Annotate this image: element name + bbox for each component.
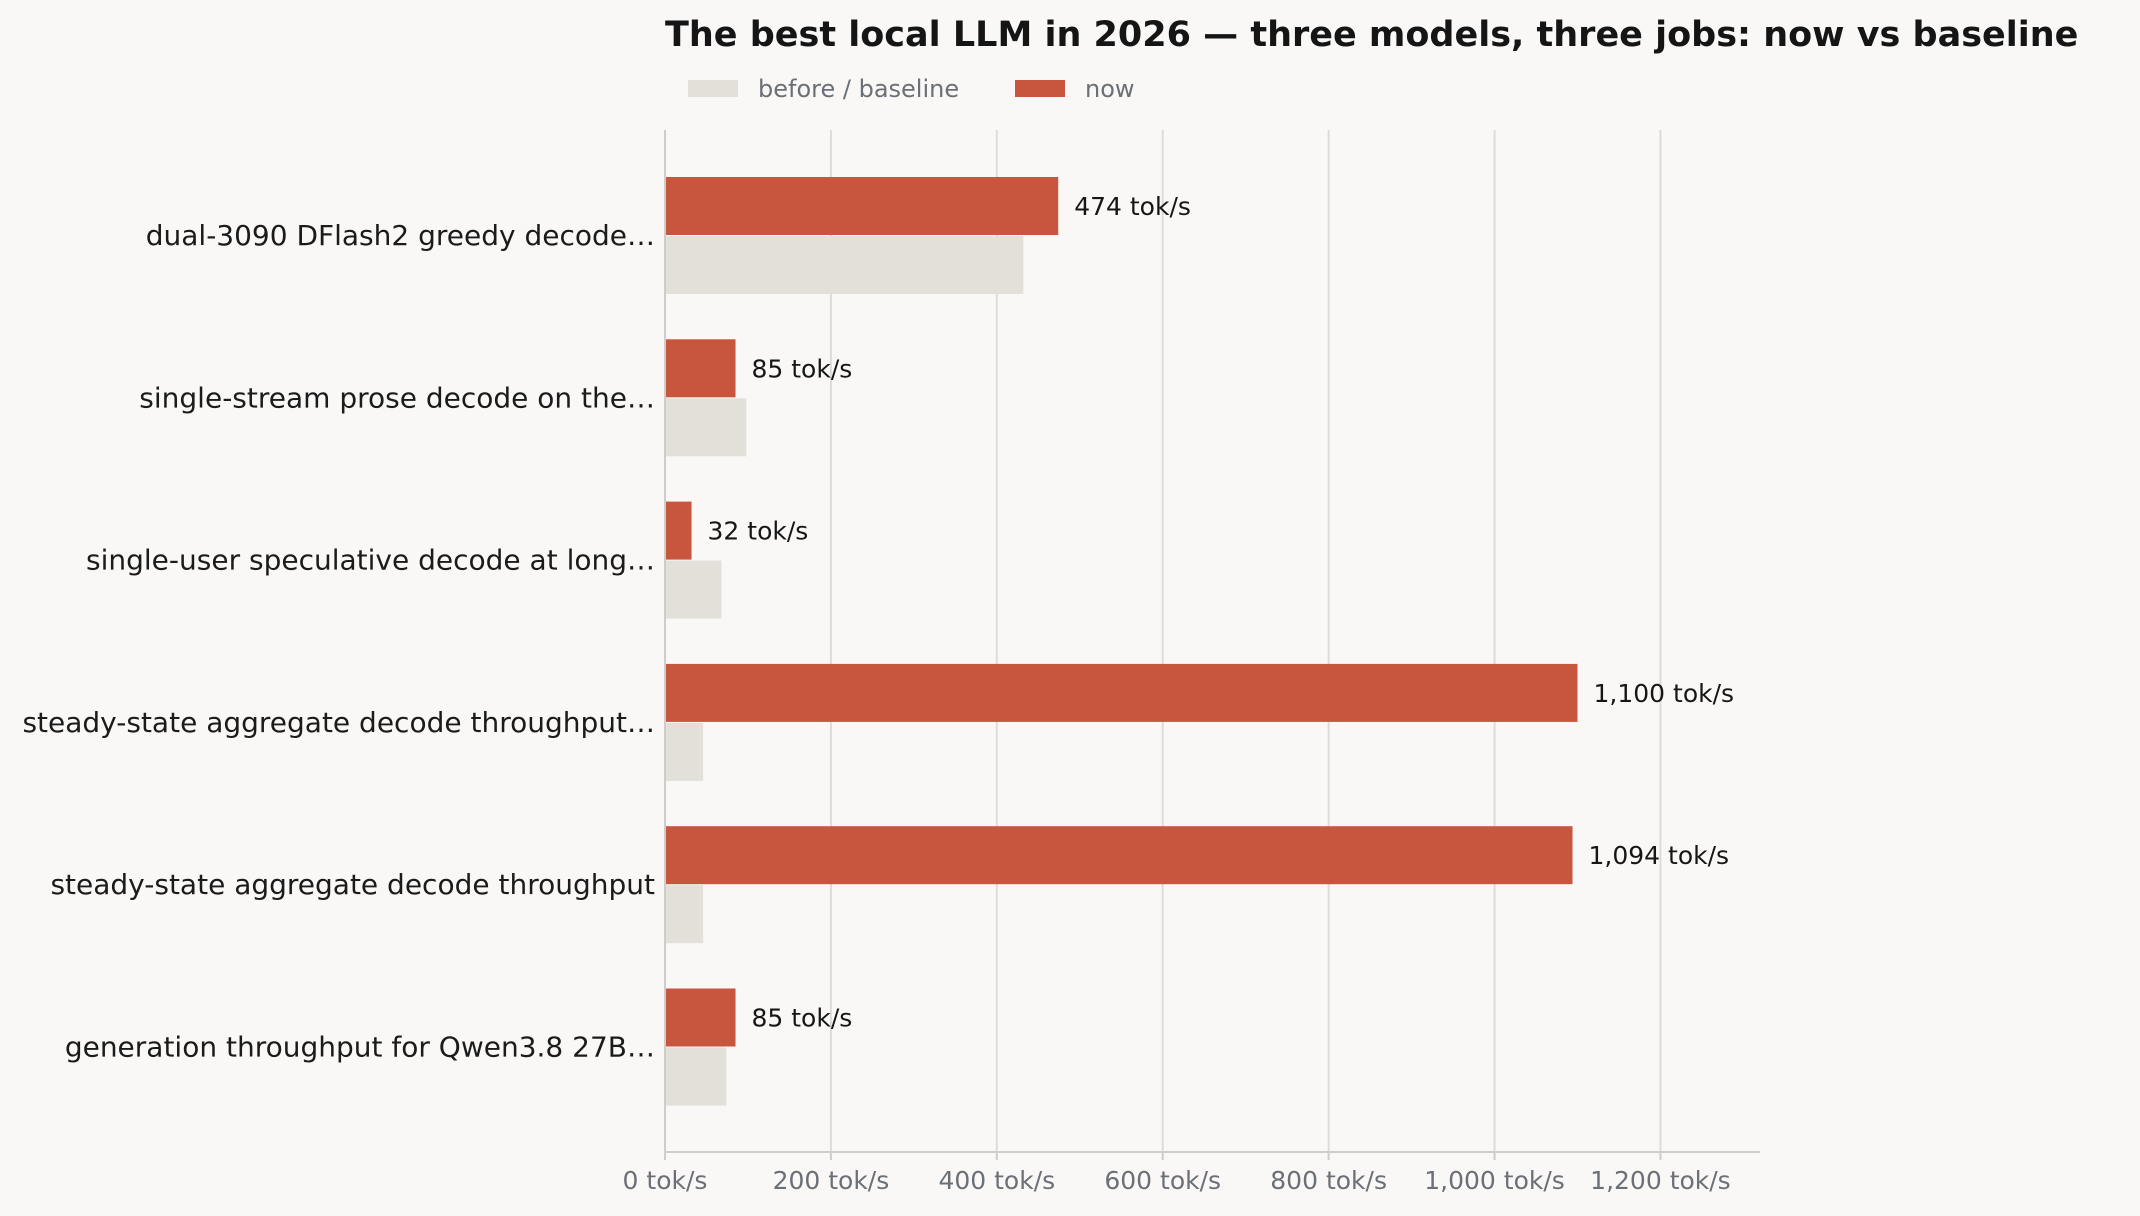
category-label: single-user speculative decode at long…	[86, 544, 655, 577]
value-label: 85 tok/s	[752, 354, 853, 383]
x-tick-label: 0 tok/s	[623, 1166, 708, 1195]
category-label: generation throughput for Qwen3.8 27B…	[65, 1031, 655, 1064]
x-tick-label: 1,200 tok/s	[1590, 1166, 1731, 1195]
x-tick-label: 600 tok/s	[1104, 1166, 1221, 1195]
x-tick-label: 200 tok/s	[773, 1166, 890, 1195]
bar-now	[665, 663, 1578, 722]
category-label: single-stream prose decode on the…	[139, 381, 655, 414]
legend-swatch-baseline	[688, 80, 738, 97]
legend: before / baseline now	[688, 75, 1135, 103]
bar-baseline	[665, 560, 722, 619]
category-label: steady-state aggregate decode throughput…	[22, 706, 655, 739]
bar-now	[665, 988, 736, 1047]
x-tick-label: 800 tok/s	[1270, 1166, 1387, 1195]
legend-label-now: now	[1085, 75, 1135, 103]
category-label: steady-state aggregate decode throughput	[50, 868, 655, 901]
bar-baseline	[665, 722, 704, 781]
legend-label-baseline: before / baseline	[758, 75, 959, 103]
value-label: 1,100 tok/s	[1594, 679, 1735, 708]
bars	[665, 177, 1578, 1106]
gridlines	[829, 130, 1662, 1152]
chart-title: The best local LLM in 2026 — three model…	[665, 15, 2078, 55]
value-label: 85 tok/s	[752, 1004, 853, 1033]
value-labels: 474 tok/s 85 tok/s 32 tok/s 1,100 tok/s 1,09…	[708, 192, 1735, 1033]
value-label: 474 tok/s	[1074, 192, 1191, 221]
legend-swatch-now	[1015, 80, 1065, 97]
bar-baseline	[665, 398, 747, 457]
value-label: 1,094 tok/s	[1589, 841, 1730, 870]
bar-now	[665, 826, 1573, 885]
bar-baseline	[665, 885, 704, 944]
x-tick-label: 1,000 tok/s	[1424, 1166, 1565, 1195]
bar-now	[665, 177, 1059, 235]
x-axis: 0 tok/s 200 tok/s 400 tok/s 600 tok/s 800 to…	[623, 130, 1760, 1195]
bar-now	[665, 501, 692, 560]
bar-baseline	[665, 236, 1024, 294]
bar-baseline	[665, 1047, 727, 1106]
category-labels: dual-3090 DFlash2 greedy decode… single-s…	[22, 219, 655, 1064]
bar-now	[665, 339, 736, 398]
category-label: dual-3090 DFlash2 greedy decode…	[146, 219, 655, 252]
value-label: 32 tok/s	[708, 517, 809, 546]
x-tick-label: 400 tok/s	[938, 1166, 1055, 1195]
